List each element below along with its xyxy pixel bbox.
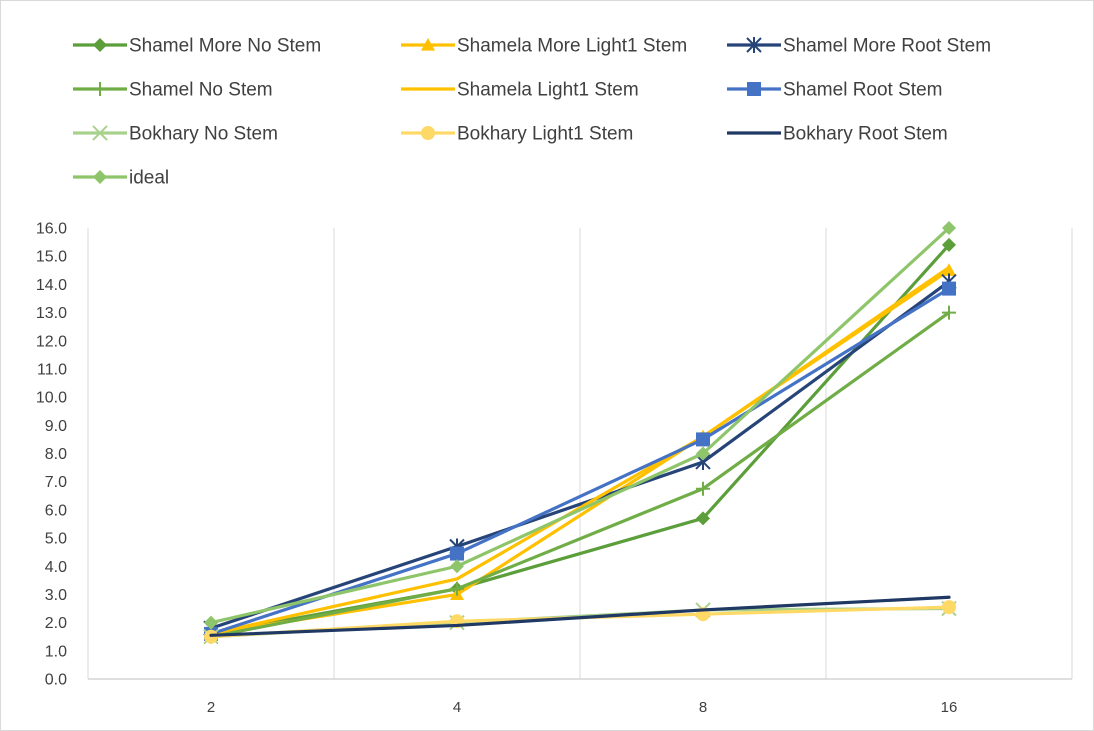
x-tick-label: 2 [207,699,215,716]
legend-item-shamel-no-stem: Shamel No Stem [73,80,273,101]
legend-label: Shamel Root Stem [783,80,942,101]
legend-item-bokhary-root-stem: Bokhary Root Stem [727,124,948,145]
series-line [209,226,951,625]
legend-label: Shamel More Root Stem [783,36,991,57]
y-tick-label: 13.0 [36,305,67,322]
plot-area [203,221,957,645]
y-tick-label: 8.0 [45,446,67,463]
y-tick-label: 0.0 [45,672,67,689]
y-tick-label: 6.0 [45,502,67,519]
legend-item-shamel-root-stem: Shamel Root Stem [727,80,942,101]
data-point [942,221,956,235]
data-point [942,237,956,252]
data-point [696,481,710,496]
data-point [450,546,464,561]
y-tick-label: 15.0 [36,249,67,266]
data-point [942,600,956,615]
y-tick-label: 1.0 [45,643,67,660]
y-tick-label: 3.0 [45,587,67,604]
series-line [209,595,951,637]
legend-swatch-marker [421,126,435,140]
series-line [209,310,951,639]
legend-swatch-marker [92,125,108,141]
data-point [696,432,710,447]
y-tick-label: 4.0 [45,559,67,576]
legend-swatch-marker [93,170,107,184]
data-point [450,559,464,574]
y-tick-label: 16.0 [36,221,67,238]
legend-label: Bokhary No Stem [129,124,278,145]
series-ideal [204,221,956,630]
legend-item-shamel-more-no-stem: Shamel More No Stem [73,36,321,57]
y-tick-label: 7.0 [45,474,67,491]
legend-swatch-marker [93,82,107,96]
legend-swatch-marker [746,36,762,54]
series-bokhary-root-stem [209,595,951,637]
legend-label: ideal [129,168,169,189]
x-tick-label: 4 [453,699,461,716]
legend-label: Bokhary Light1 Stem [457,124,633,145]
x-tick-label: 16 [941,699,958,716]
legend-item-bokhary-no-stem: Bokhary No Stem [73,124,278,145]
y-tick-label: 9.0 [45,418,67,435]
y-tick-label: 5.0 [45,531,67,548]
y-tick-label: 12.0 [36,333,67,350]
data-point [696,511,710,526]
series-line [209,279,951,630]
legend-item-shamela-more-light1-stem: Shamela More Light1 Stem [401,36,687,57]
legend-swatch-marker [747,82,761,96]
y-tick-label: 2.0 [45,615,67,632]
legend-swatch-marker [421,38,435,51]
legend-item-shamela-light1-stem: Shamela Light1 Stem [401,80,639,101]
legend: Shamel More No Stem Shamela More Light1 S… [73,36,991,189]
data-point [942,263,956,276]
y-tick-label: 14.0 [36,277,67,294]
data-point [204,615,218,630]
series-shamela-light1-stem [209,265,951,636]
data-point [696,446,710,461]
legend-label: Bokhary Root Stem [783,124,948,145]
y-tick-label: 11.0 [37,361,67,378]
y-tick-label: 10.0 [36,390,67,407]
legend-label: Shamel More No Stem [129,36,321,57]
axes: 0.0 1.0 2.0 3.0 4.0 5.0 6.0 7.0 8.0 9.0 10.0 11.0 12… [36,221,1072,716]
data-point [942,305,956,320]
legend-label: Shamela Light1 Stem [457,80,639,101]
gridlines [87,228,1073,679]
legend-item-shamel-more-root-stem: Shamel More Root Stem [727,36,991,57]
legend-swatch-marker [93,38,107,52]
series-line [209,265,951,636]
data-point [450,581,464,596]
legend-label: Shamela More Light1 Stem [457,36,687,57]
x-tick-label: 8 [699,699,707,716]
data-point [942,281,956,296]
legend-label: Shamel No Stem [129,80,273,101]
legend-item-ideal: ideal [73,168,169,189]
legend-item-bokhary-light1-stem: Bokhary Light1 Stem [401,124,633,145]
